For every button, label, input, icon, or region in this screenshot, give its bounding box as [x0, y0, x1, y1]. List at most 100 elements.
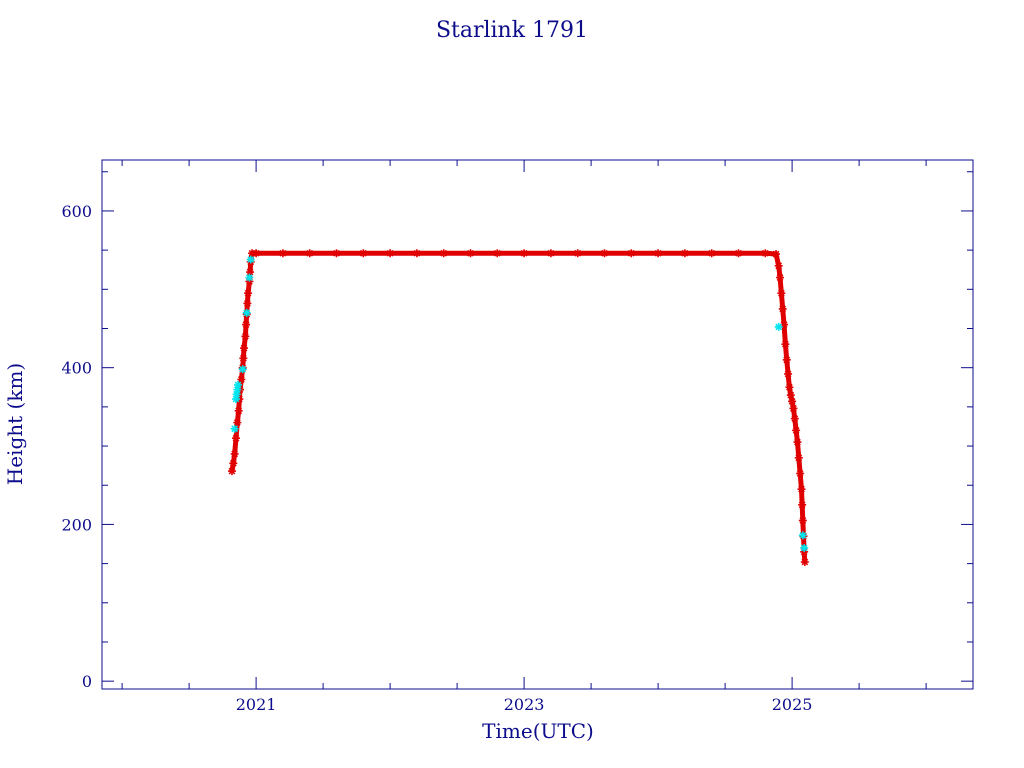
data-point-stroke [798, 501, 806, 509]
data-point-stroke [239, 365, 247, 373]
y-tick-label: 200 [61, 515, 92, 534]
data-point [242, 320, 251, 329]
data-point-stroke [792, 426, 800, 434]
data-point-stroke [306, 249, 314, 257]
data-point-stroke [247, 256, 255, 263]
data-point [798, 500, 807, 509]
data-point-stroke [786, 383, 793, 391]
y-axis-label: Height (km) [3, 363, 27, 485]
data-point [800, 558, 809, 567]
data-point-stroke [788, 397, 796, 405]
data-point [359, 249, 368, 258]
data-point-stroke [547, 249, 555, 257]
data-point [386, 249, 395, 258]
data-point [781, 340, 790, 349]
data-point-stroke [243, 300, 251, 307]
data-point [573, 249, 582, 258]
data-point-stroke [359, 249, 367, 257]
highlight-point [246, 255, 255, 264]
data-point [786, 391, 795, 400]
highlight-point [234, 380, 243, 389]
data-point-stroke [237, 376, 245, 383]
data-point [239, 354, 248, 363]
data-point [230, 449, 239, 458]
data-point [794, 453, 803, 462]
data-point-stroke [794, 438, 801, 446]
data-point [439, 249, 448, 258]
data-point [237, 375, 246, 384]
data-point-stroke [228, 467, 236, 475]
data-point [600, 249, 609, 258]
data-point-stroke [735, 249, 742, 257]
data-point-stroke [779, 305, 787, 313]
data-point-stroke [787, 391, 795, 399]
data-point [778, 304, 787, 313]
data-point [627, 249, 636, 258]
data-point-stroke [783, 356, 791, 364]
data-point-stroke [234, 381, 242, 389]
data-point-stroke [467, 249, 474, 257]
data-point-stroke [772, 250, 780, 258]
data-point [788, 397, 797, 406]
data-point-stroke [279, 249, 287, 257]
data-point [278, 249, 287, 258]
data-point-stroke [708, 249, 716, 257]
data-point-stroke [795, 454, 803, 462]
plot-frame [101, 159, 974, 690]
data-point-stroke [413, 249, 421, 257]
data-point-stroke [233, 419, 241, 426]
data-point [305, 249, 314, 258]
data-point [252, 249, 261, 258]
data-point [654, 249, 663, 258]
data-point [777, 289, 786, 298]
data-point [227, 467, 236, 476]
data-point-stroke [231, 450, 239, 458]
data-points [227, 249, 809, 567]
y-tick-label: 600 [61, 202, 92, 221]
data-point [520, 249, 529, 258]
data-point-stroke [386, 249, 394, 257]
data-point-stroke [232, 395, 240, 403]
data-point-stroke [799, 517, 807, 524]
data-point-stroke [799, 531, 807, 539]
data-point [241, 332, 250, 341]
data-point [798, 516, 807, 525]
data-point-stroke [242, 321, 250, 328]
data-point-stroke [654, 249, 662, 257]
data-point [243, 299, 252, 308]
data-point-stroke [232, 434, 240, 442]
data-point-stroke [627, 249, 635, 257]
highlight-point [242, 308, 251, 317]
data-point-stroke [240, 344, 248, 352]
data-point-stroke [790, 405, 797, 412]
data-point-stroke [246, 268, 254, 276]
data-point [707, 249, 716, 258]
highlight-point [800, 543, 809, 552]
data-point [796, 469, 805, 478]
data-point-stroke [681, 249, 689, 257]
axis-ticks [102, 160, 973, 689]
data-point [774, 261, 783, 270]
data-point-stroke [520, 249, 528, 257]
data-point-stroke [796, 470, 804, 477]
highlight-point [245, 273, 254, 282]
data-point [784, 369, 793, 378]
data-point-stroke [235, 407, 243, 415]
highlight-point [238, 365, 247, 374]
data-point-stroke [782, 340, 789, 348]
data-point-stroke [233, 386, 241, 394]
data-point-stroke [333, 249, 340, 257]
tick-labels: 2021 2023 2025 0 200 400 600 [61, 202, 812, 714]
data-point [785, 383, 794, 392]
data-point [761, 249, 770, 258]
data-point [772, 250, 781, 259]
data-point [466, 249, 475, 258]
data-point-stroke [246, 274, 253, 281]
data-point-stroke [801, 558, 809, 566]
data-point [332, 249, 341, 258]
x-tick-label: 2025 [772, 695, 813, 714]
data-point-stroke [243, 309, 251, 317]
y-tick-label: 400 [61, 359, 92, 378]
data-point [229, 459, 238, 468]
highlight-point [798, 531, 807, 540]
